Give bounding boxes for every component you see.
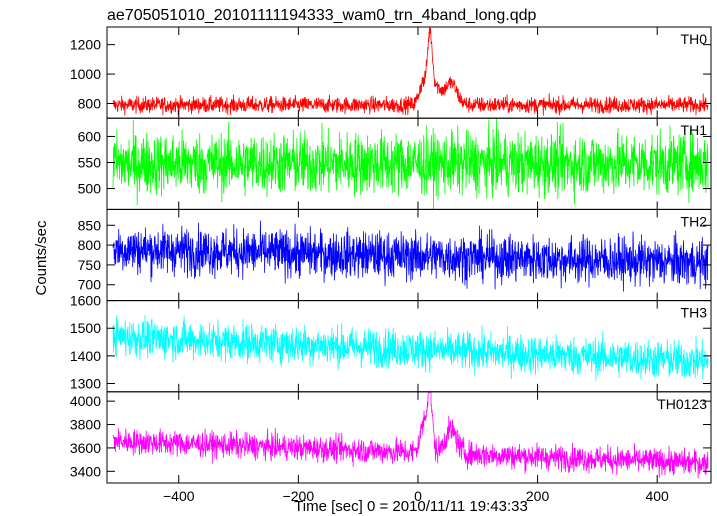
panel-label-th0: TH0 <box>681 31 708 47</box>
y-tick-label: 600 <box>78 128 102 144</box>
series-line-th1 <box>112 118 709 210</box>
y-tick-label: 3600 <box>70 440 101 456</box>
x-tick-label: 200 <box>526 488 550 504</box>
y-tick-label: 4000 <box>70 393 101 409</box>
panel-frame <box>106 391 712 484</box>
y-tick-label: 850 <box>78 217 102 233</box>
y-tick-label: 1500 <box>70 320 101 336</box>
y-tick-label: 800 <box>78 95 102 111</box>
series-line-th2 <box>112 220 709 292</box>
y-tick-label: 800 <box>78 237 102 253</box>
panels-group: 800 1000 1200 TH0 500 550 600 TH1 700 750 800 850 TH… <box>70 26 712 504</box>
x-axis-label: Time [sec] 0 = 2010/11/11 19:43:33 <box>294 498 528 515</box>
y-tick-label: 3800 <box>70 417 101 433</box>
y-tick-label: 1300 <box>70 376 101 392</box>
chart-title: ae705051010_20101111194333_wam0_trn_4ban… <box>107 7 537 24</box>
y-tick-label: 500 <box>78 181 102 197</box>
y-tick-label: 550 <box>78 154 102 170</box>
panel-label-th3: TH3 <box>681 305 708 321</box>
y-tick-label: 1600 <box>70 293 101 309</box>
y-tick-label: 1200 <box>70 37 101 53</box>
series-line-th0123 <box>112 391 709 479</box>
x-tick-label: 0 <box>414 488 422 504</box>
x-tick-label: −400 <box>163 488 195 504</box>
x-tick-label: −200 <box>283 488 315 504</box>
series-line-th0 <box>112 27 709 116</box>
panel-label-th1: TH1 <box>681 122 708 138</box>
series-line-th3 <box>112 315 709 381</box>
y-tick-label: 1400 <box>70 348 101 364</box>
panel-label-th0123: TH0123 <box>657 396 707 412</box>
y-tick-label: 3400 <box>70 463 101 479</box>
y-axis-label: Counts/sec <box>33 220 50 296</box>
x-tick-label: 400 <box>645 488 669 504</box>
y-tick-label: 1000 <box>70 66 101 82</box>
y-tick-label: 700 <box>78 277 102 293</box>
y-tick-label: 750 <box>78 257 102 273</box>
panel-label-th2: TH2 <box>681 213 708 229</box>
